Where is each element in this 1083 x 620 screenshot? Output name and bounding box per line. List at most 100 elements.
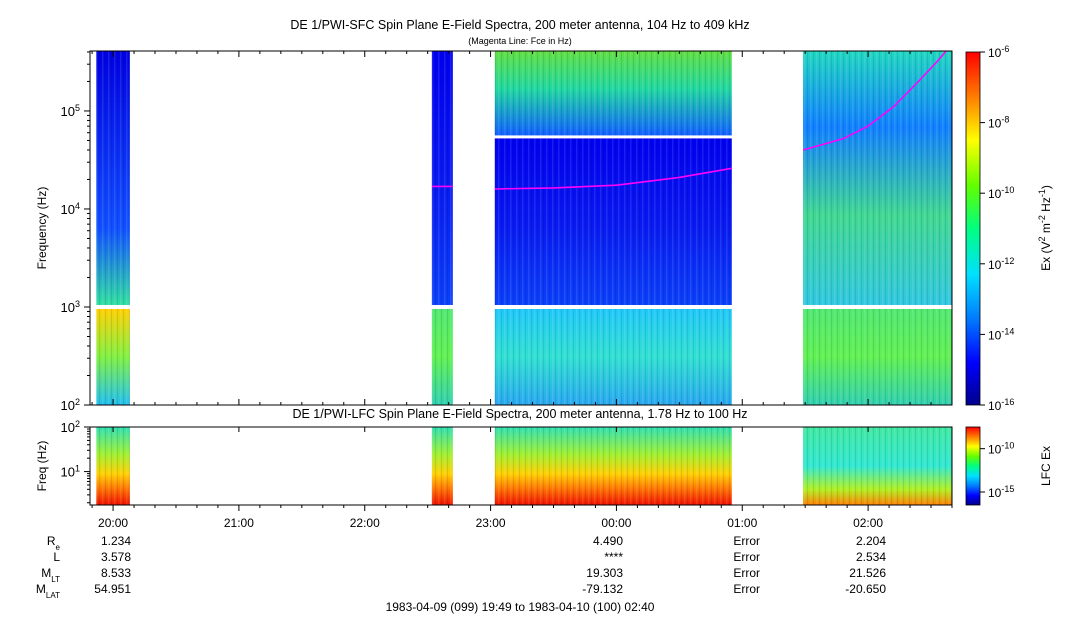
sfc-y-tick-base-0: 10 xyxy=(61,398,75,413)
ephem-value-3-3: -20.650 xyxy=(845,582,886,596)
sfc-cbar-tick-base-2: 10 xyxy=(988,187,1002,201)
sfc-y-tick-label-2: 104 xyxy=(61,201,80,217)
lfc-cbar-tick-base-0: 10 xyxy=(988,443,1002,457)
lfc-y-tick-base-1: 10 xyxy=(61,420,75,435)
cbar-label-mid: m xyxy=(1039,223,1053,236)
cbar-label-mid2: Hz xyxy=(1039,197,1053,215)
lfc-y-tick-exp-1: 2 xyxy=(75,419,80,429)
cbar-label-sup2: -2 xyxy=(1037,215,1047,223)
sfc-block-3-texture-1 xyxy=(803,308,952,405)
lfc-cbar-tick-exp-0: -10 xyxy=(1001,441,1014,451)
ephemeris-table: Re 1.234 4.490 Error 2.204 L 3.578 **** Error 2.5… xyxy=(36,534,886,600)
sfc-cbar-tick-exp-1: -8 xyxy=(1001,115,1009,125)
sfc-y-tick-label-0: 102 xyxy=(61,397,80,413)
ephem-label-sub-0: e xyxy=(56,543,61,552)
ephem-value-2-0: 8.533 xyxy=(101,566,131,580)
sfc-subtitle: (Magenta Line: Fce in Hz) xyxy=(468,36,572,46)
ephem-value-2-1: 19.303 xyxy=(586,566,623,580)
sfc-cbar-tick-base-4: 10 xyxy=(988,328,1002,342)
sfc-block-0-texture-0 xyxy=(96,51,130,305)
ephem-value-3-0: 54.951 xyxy=(94,582,131,596)
sfc-y-tick-exp-2: 4 xyxy=(75,201,80,211)
lfc-y-tick-exp-0: 1 xyxy=(75,464,80,474)
sfc-cbar-tick-label-1: 10-8 xyxy=(988,115,1009,131)
ephem-label-main-0: R xyxy=(47,534,56,548)
sfc-cbar-tick-base-1: 10 xyxy=(988,117,1002,131)
time-tick-label-6: 02:00 xyxy=(853,516,883,530)
lfc-y-tick-label-1: 102 xyxy=(61,419,80,435)
ephem-value-1-1: **** xyxy=(604,550,623,564)
sfc-y-tick-label-3: 105 xyxy=(61,103,80,119)
sfc-block-2-texture-2 xyxy=(494,308,732,405)
lfc-y-label: Freq (Hz) xyxy=(35,441,49,492)
cbar-label-sup1: 2 xyxy=(1037,237,1047,242)
lfc-block-texture-2 xyxy=(494,427,732,505)
fce-line-segment-1 xyxy=(494,167,732,190)
ephem-label-main-2: M xyxy=(41,566,51,580)
ephem-value-1-3: 2.534 xyxy=(856,550,886,564)
lfc-colorbar-ramp xyxy=(965,426,981,506)
ephem-label-sub-3: LAT xyxy=(46,591,60,600)
time-tick-label-2: 22:00 xyxy=(350,516,380,530)
ephem-label-3: MLAT xyxy=(36,582,60,600)
lfc-block-texture-0 xyxy=(96,427,130,505)
sfc-block-3-texture-0 xyxy=(803,51,952,305)
ephem-label-2: MLT xyxy=(41,566,60,584)
sfc-cbar-tick-label-5: 10-16 xyxy=(988,397,1014,413)
sfc-colorbar-label: Ex (V2 m-2 Hz-1) xyxy=(1037,185,1053,271)
sfc-y-tick-label-1: 103 xyxy=(61,299,80,315)
cbar-label-suffix: ) xyxy=(1039,185,1053,189)
lfc-cbar-tick-base-1: 10 xyxy=(988,486,1002,500)
sfc-block-2-texture-0 xyxy=(494,51,732,136)
sfc-title: DE 1/PWI-SFC Spin Plane E-Field Spectra,… xyxy=(290,18,749,32)
ephem-label-sub-2: LT xyxy=(51,575,60,584)
ephem-value-0-3: 2.204 xyxy=(856,534,886,548)
sfc-y-tick-base-3: 10 xyxy=(61,104,75,119)
ephem-label-0: Re xyxy=(47,534,61,552)
time-tick-label-5: 01:00 xyxy=(727,516,757,530)
lfc-y-tick-base-0: 10 xyxy=(61,465,75,480)
time-range: 1983-04-09 (099) 19:49 to 1983-04-10 (10… xyxy=(386,600,655,614)
time-axis: 20:00 21:00 22:00 23:00 00:00 01:00 02:00 xyxy=(91,51,953,530)
sfc-block-0-texture-1 xyxy=(96,308,130,405)
sfc-y-tick-base-1: 10 xyxy=(61,300,75,315)
sfc-y-tick-exp-1: 3 xyxy=(75,299,80,309)
sfc-y-label: Frequency (Hz) xyxy=(35,187,49,270)
time-tick-label-4: 00:00 xyxy=(601,516,631,530)
ephem-value-1-0: 3.578 xyxy=(101,550,131,564)
sfc-cbar-tick-base-0: 10 xyxy=(988,46,1002,60)
sfc-cbar-tick-exp-4: -14 xyxy=(1001,326,1014,336)
time-tick-label-3: 23:00 xyxy=(476,516,506,530)
sfc-spectrogram xyxy=(96,50,952,405)
lfc-y-tick-label-0: 101 xyxy=(61,464,80,480)
lfc-cbar-tick-exp-1: -15 xyxy=(1001,484,1014,494)
sfc-block-1-texture-1 xyxy=(431,308,453,405)
sfc-cbar-tick-exp-0: -6 xyxy=(1001,44,1009,54)
sfc-cbar-tick-label-0: 10-6 xyxy=(988,44,1009,60)
sfc-cbar-tick-label-3: 10-12 xyxy=(988,256,1014,272)
fce-line-segment-2 xyxy=(802,50,947,151)
cbar-label-sup3: -1 xyxy=(1037,189,1047,197)
lfc-colorbar-label: LFC Ex xyxy=(1039,446,1053,486)
ephem-value-3-1: -79.132 xyxy=(582,582,623,596)
sfc-cbar-tick-exp-5: -16 xyxy=(1001,397,1014,407)
ephem-label-main-3: M xyxy=(36,582,46,596)
lfc-spectrogram xyxy=(96,427,952,505)
time-tick-label-1: 21:00 xyxy=(224,516,254,530)
lfc-cbar-tick-label-1: 10-15 xyxy=(988,484,1014,500)
ephem-value-0-2: Error xyxy=(733,534,760,548)
ephem-value-0-0: 1.234 xyxy=(101,534,131,548)
sfc-cbar-tick-exp-2: -10 xyxy=(1001,185,1014,195)
sfc-colorbar-ramp xyxy=(965,51,981,406)
ephem-value-0-1: 4.490 xyxy=(593,534,623,548)
lfc-title: DE 1/PWI-LFC Spin Plane E-Field Spectra,… xyxy=(292,407,747,421)
sfc-block-1-texture-0 xyxy=(431,51,453,305)
